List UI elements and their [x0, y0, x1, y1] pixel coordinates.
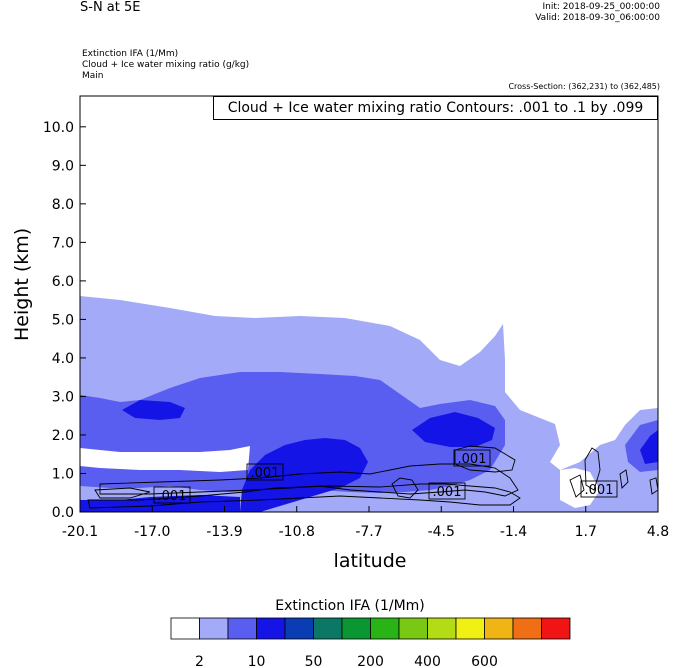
valid-time: Valid: 2018-09-30_06:00:00 [535, 13, 660, 23]
colorbar-swatch-12 [512, 617, 542, 640]
x-tick-label-3: -10.8 [279, 524, 315, 540]
x-tick-label-8: 4.8 [647, 524, 669, 540]
x-tick-label-2: -13.9 [206, 524, 242, 540]
contour-label-1: .001 [251, 466, 280, 481]
y-axis: 0.0 1.0 2.0 3.0 4.0 5.0 6.0 7.0 8.0 9.0 10.0 [43, 120, 86, 521]
x-tick-label-0: -20.1 [62, 524, 98, 540]
x-tick-label-1: -17.0 [134, 524, 170, 540]
extinction-band-50-200-upper [122, 400, 185, 420]
extinction-band-50-200-right [640, 430, 658, 464]
colorbar-label-3: 200 [357, 654, 384, 668]
colorbar-swatch-2 [227, 617, 257, 640]
field-main: Main [82, 71, 104, 81]
x-axis-label: latitude [333, 550, 407, 572]
contour-info-box: Cloud + Ice water mixing ratio Contours:… [213, 96, 658, 120]
colorbar-label-1: 10 [248, 654, 266, 668]
extinction-band-50-200 [240, 438, 368, 512]
colorbar-swatch-6 [341, 617, 371, 640]
y-tick-label-3: 3.0 [52, 389, 74, 405]
colorbar-swatch-4 [284, 617, 314, 640]
colorbar-label-0: 2 [195, 654, 204, 668]
y-tick-label-2: 2.0 [52, 428, 74, 444]
field-mixing-ratio: Cloud + Ice water mixing ratio (g/kg) [82, 60, 250, 70]
colorbar-label-2: 50 [305, 654, 323, 668]
y-tick-label-7: 7.0 [52, 235, 74, 251]
y-tick-label-5: 5.0 [52, 312, 74, 328]
colorbar-swatch-10 [455, 617, 485, 640]
colorbar-label-5: 600 [471, 654, 498, 668]
x-tick-label-6: -1.4 [500, 524, 527, 540]
colorbar: 2 10 50 200 400 600 [170, 617, 571, 668]
x-tick-label-5: -4.5 [428, 524, 455, 540]
colorbar-swatch-8 [398, 617, 428, 640]
colorbar-swatch-0 [170, 617, 200, 640]
contour-label-3: .001 [458, 452, 487, 467]
y-tick-label-10: 10.0 [43, 120, 74, 136]
contour-label-4: .001 [433, 485, 462, 500]
colorbar-swatch-5 [313, 617, 343, 640]
contour-labels: .001 .001 .001 .001 .001 [153, 449, 618, 504]
cross-section-label: Cross-Section: (362,231) to (362,485) [508, 82, 660, 91]
colorbar-label-4: 400 [414, 654, 441, 668]
extinction-band-50-200-left [80, 495, 240, 512]
colorbar-swatch-11 [484, 617, 514, 640]
colorbar-swatch-1 [199, 617, 229, 640]
plot-title: S-N at 5E [80, 0, 141, 15]
y-tick-label-1: 1.0 [52, 466, 74, 482]
colorbar-swatch-13 [541, 617, 571, 640]
field-descriptions: Extinction IFA (1/Mm) Cloud + Ice water … [82, 49, 249, 82]
y-tick-label-4: 4.0 [52, 351, 74, 367]
contour-label-2: .001 [158, 489, 187, 504]
contour-label-5: .001 [585, 483, 614, 498]
y-tick-label-8: 8.0 [52, 197, 74, 213]
y-tick-label-9: 9.0 [52, 158, 74, 174]
y-axis-label: Height (km) [11, 227, 33, 341]
init-time: Init: 2018-09-25_00:00:00 [542, 2, 660, 12]
colorbar-swatch-9 [427, 617, 457, 640]
colorbar-swatch-7 [370, 617, 400, 640]
x-axis: -20.1 -17.0 -13.9 -10.8 -7.7 -4.5 -1.4 1.7 4.8 [62, 506, 669, 540]
field-extinction: Extinction IFA (1/Mm) [82, 49, 179, 59]
extinction-band-below-2 [80, 446, 250, 472]
y-tick-label-0: 0.0 [52, 505, 74, 521]
extinction-field: .001 .001 .001 .001 .001 [80, 296, 658, 512]
extinction-band-50-200-mid [412, 412, 495, 447]
init-valid-times: Init: 2018-09-25_00:00:00 Valid: 2018-09… [535, 2, 660, 24]
y-tick-label-6: 6.0 [52, 274, 74, 290]
mixing-ratio-contours [87, 445, 658, 509]
colorbar-swatch-3 [256, 617, 286, 640]
x-tick-label-7: 1.7 [575, 524, 597, 540]
extinction-band-below-2-right [560, 468, 600, 508]
colorbar-title: Extinction IFA (1/Mm) [275, 598, 425, 614]
x-tick-label-4: -7.7 [355, 524, 382, 540]
